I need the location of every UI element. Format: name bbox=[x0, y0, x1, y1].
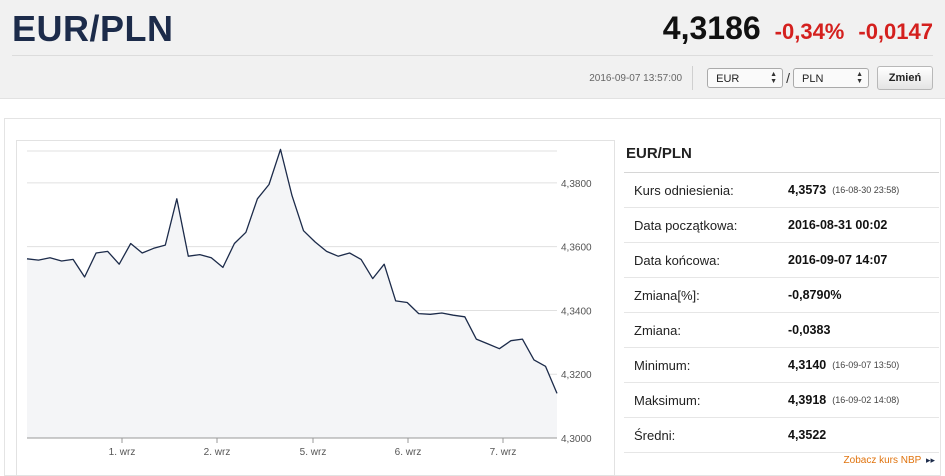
change-percent: -0,34% bbox=[774, 19, 845, 44]
stats-value: 4,3918 bbox=[788, 393, 827, 407]
y-tick-label: 4,3800 bbox=[561, 179, 592, 190]
stats-row: Data początkowa: 2016-08-31 00:02 bbox=[624, 208, 939, 243]
stats-value: -0,0383 bbox=[788, 323, 831, 337]
stats-label: Data początkowa: bbox=[634, 217, 738, 233]
to-currency-select[interactable]: PLN ▲ ▼ bbox=[793, 68, 869, 88]
stats-row: Zmiana[%]: -0,8790% bbox=[624, 278, 939, 313]
x-tick-label: 2. wrz bbox=[204, 447, 231, 458]
stats-value: 2016-08-31 00:02 bbox=[788, 218, 888, 232]
stats-value: 4,3522 bbox=[788, 428, 827, 442]
y-tick-label: 4,3000 bbox=[561, 434, 592, 445]
nbp-rate-link[interactable]: Zobacz kurs NBP ▸▸ bbox=[844, 455, 935, 466]
page-title: EUR/PLN bbox=[12, 8, 174, 49]
rate-chart: 4,3800 4,3600 4,3400 4,3200 4,3000 1. wrz 2. w… bbox=[26, 148, 592, 458]
currency-toolbar: 2016-09-07 13:57:00 EUR ▲ ▼ / PLN ▲ ▼ Zmie… bbox=[589, 64, 933, 92]
series-line bbox=[26, 148, 558, 394]
stats-title: EUR/PLN bbox=[624, 142, 939, 173]
stats-label: Średni: bbox=[634, 427, 676, 443]
quote-timestamp: 2016-09-07 13:57:00 bbox=[589, 72, 683, 84]
double-arrow-right-icon: ▸▸ bbox=[925, 455, 935, 465]
header-bar: EUR/PLN 4,3186 -0,34% -0,0147 2016-09-07… bbox=[0, 0, 945, 99]
stats-row: Data końcowa: 2016-09-07 14:07 bbox=[624, 243, 939, 278]
to-currency-value: PLN bbox=[802, 73, 824, 85]
from-currency-select[interactable]: EUR ▲ ▼ bbox=[707, 68, 784, 88]
stats-label: Minimum: bbox=[634, 357, 691, 373]
stats-label: Kurs odniesienia: bbox=[634, 182, 734, 198]
stats-label: Zmiana[%]: bbox=[634, 287, 700, 303]
stats-time: (16-08-30 23:58) bbox=[832, 185, 900, 195]
stats-table: EUR/PLN Kurs odniesienia: 4,3573 (16-08-… bbox=[624, 142, 939, 453]
currency-separator: / bbox=[786, 70, 790, 86]
series-area bbox=[27, 149, 557, 438]
x-tick-label: 5. wrz bbox=[300, 447, 327, 458]
stats-value: -0,8790% bbox=[788, 288, 842, 302]
nbp-link-label: Zobacz kurs NBP bbox=[843, 455, 922, 466]
from-currency-value: EUR bbox=[716, 73, 740, 85]
stats-row: Zmiana: -0,0383 bbox=[624, 313, 939, 348]
y-tick-label: 4,3600 bbox=[561, 243, 592, 254]
stats-time: (16-09-07 13:50) bbox=[832, 360, 900, 370]
toolbar-divider bbox=[692, 66, 694, 90]
x-tick-label: 1. wrz bbox=[109, 447, 136, 458]
select-arrows-icon: ▲ ▼ bbox=[770, 71, 778, 85]
current-rate: 4,3186 bbox=[662, 10, 761, 46]
change-button[interactable]: Zmień bbox=[877, 66, 933, 90]
header-divider bbox=[12, 55, 933, 56]
stats-label: Maksimum: bbox=[634, 392, 701, 408]
quote-summary: 4,3186 -0,34% -0,0147 bbox=[663, 10, 933, 47]
stats-row: Maksimum: 4,3918 (16-09-02 14:08) bbox=[624, 383, 939, 418]
stats-value: 2016-09-07 14:07 bbox=[788, 253, 888, 267]
stats-label: Data końcowa: bbox=[634, 252, 720, 268]
y-tick-label: 4,3200 bbox=[561, 370, 592, 381]
change-value: -0,0147 bbox=[858, 19, 933, 44]
stats-value: 4,3140 bbox=[788, 358, 827, 372]
stats-time: (16-09-02 14:08) bbox=[832, 395, 900, 405]
stats-value: 4,3573 bbox=[788, 183, 827, 197]
x-tick-label: 7. wrz bbox=[490, 447, 517, 458]
chart-panel: 4,3800 4,3600 4,3400 4,3200 4,3000 1. wrz 2. w… bbox=[16, 140, 615, 476]
x-tick-label: 6. wrz bbox=[395, 447, 422, 458]
stats-row: Minimum: 4,3140 (16-09-07 13:50) bbox=[624, 348, 939, 383]
stats-label: Zmiana: bbox=[634, 322, 681, 338]
stats-row: Średni: 4,3522 bbox=[624, 418, 939, 453]
stats-row: Kurs odniesienia: 4,3573 (16-08-30 23:58… bbox=[624, 173, 939, 208]
y-tick-label: 4,3400 bbox=[561, 306, 592, 317]
select-arrows-icon: ▲ ▼ bbox=[856, 71, 863, 85]
